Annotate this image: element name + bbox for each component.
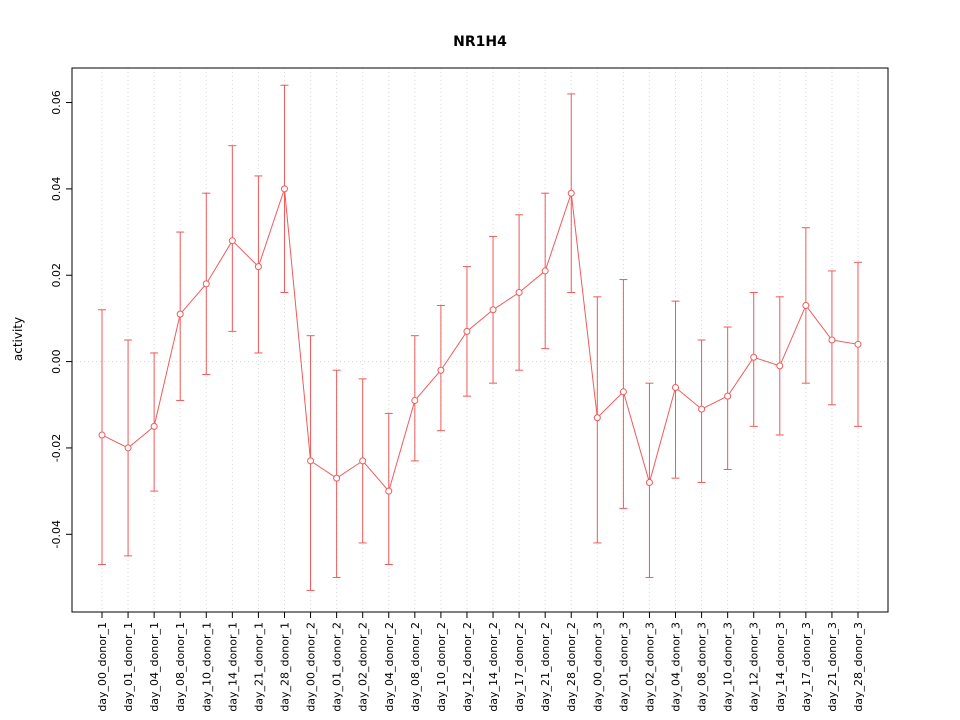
- data-point: [228, 237, 236, 245]
- x-tick-label: day_04_donor_3: [670, 622, 683, 712]
- data-point: [437, 366, 445, 374]
- x-tick-label: day_28_donor_1: [278, 622, 291, 712]
- data-point: [254, 263, 262, 271]
- data-point: [672, 383, 680, 391]
- y-tick-label: -0.04: [50, 520, 63, 548]
- x-tick-label: day_17_donor_3: [800, 622, 813, 712]
- x-tick-label: day_14_donor_2: [487, 622, 500, 712]
- data-point: [619, 388, 627, 396]
- data-point: [463, 327, 471, 335]
- x-tick-label: day_04_donor_1: [148, 622, 161, 712]
- data-point: [202, 280, 210, 288]
- x-tick-label: day_08_donor_2: [409, 622, 422, 712]
- data-point: [828, 336, 836, 344]
- y-tick-label: -0.02: [50, 434, 63, 462]
- x-tick-label: day_01_donor_2: [331, 622, 344, 712]
- data-point: [385, 487, 393, 495]
- data-point: [359, 457, 367, 465]
- x-tick-label: day_21_donor_3: [826, 622, 839, 712]
- data-point: [724, 392, 732, 400]
- x-tick-label: day_08_donor_3: [696, 622, 709, 712]
- data-point: [645, 478, 653, 486]
- data-point: [411, 396, 419, 404]
- data-point: [98, 431, 106, 439]
- x-tick-label: day_02_donor_3: [643, 622, 656, 712]
- x-tick-label: day_21_donor_1: [252, 622, 265, 712]
- plot-border: [71, 67, 889, 613]
- x-tick-label: day_28_donor_3: [852, 622, 865, 712]
- x-tick-label: day_28_donor_2: [565, 622, 578, 712]
- y-tick-label: 0.06: [50, 90, 63, 115]
- x-tick-label: day_00_donor_2: [305, 622, 318, 712]
- data-point: [333, 474, 341, 482]
- data-point: [698, 405, 706, 413]
- x-tick-label: day_12_donor_2: [461, 622, 474, 712]
- data-point: [280, 185, 288, 193]
- x-tick-label: day_12_donor_3: [748, 622, 761, 712]
- data-point: [150, 422, 158, 430]
- data-point: [489, 306, 497, 314]
- data-point: [567, 189, 575, 197]
- chart-title: NR1H4: [453, 34, 507, 50]
- x-tick-label: day_08_donor_1: [174, 622, 187, 712]
- x-tick-label: day_17_donor_2: [513, 622, 526, 712]
- x-tick-label: day_01_donor_1: [122, 622, 135, 712]
- data-point: [802, 301, 810, 309]
- y-tick-label: 0.02: [50, 263, 63, 288]
- y-tick-label: 0.04: [50, 177, 63, 202]
- data-point: [515, 289, 523, 297]
- y-axis-label: activity: [11, 316, 25, 362]
- x-tick-label: day_01_donor_3: [617, 622, 630, 712]
- x-tick-label: day_10_donor_3: [722, 622, 735, 712]
- data-point: [776, 362, 784, 370]
- data-point: [307, 457, 315, 465]
- x-tick-label: day_00_donor_1: [96, 622, 109, 712]
- x-tick-label: day_10_donor_2: [435, 622, 448, 712]
- x-tick-label: day_10_donor_1: [200, 622, 213, 712]
- data-point: [176, 310, 184, 318]
- data-point: [854, 340, 862, 348]
- series-line: [101, 188, 859, 493]
- data-point: [541, 267, 549, 275]
- x-tick-label: day_14_donor_3: [774, 622, 787, 712]
- x-tick-label: day_02_donor_2: [357, 622, 370, 712]
- x-tick-label: day_00_donor_3: [591, 622, 604, 712]
- x-tick-label: day_14_donor_1: [226, 622, 239, 712]
- data-point: [593, 414, 601, 422]
- data-point: [124, 444, 132, 452]
- data-point: [750, 353, 758, 361]
- x-tick-label: day_04_donor_2: [383, 622, 396, 712]
- y-tick-label: 0.00: [50, 349, 63, 374]
- x-tick-label: day_21_donor_2: [539, 622, 552, 712]
